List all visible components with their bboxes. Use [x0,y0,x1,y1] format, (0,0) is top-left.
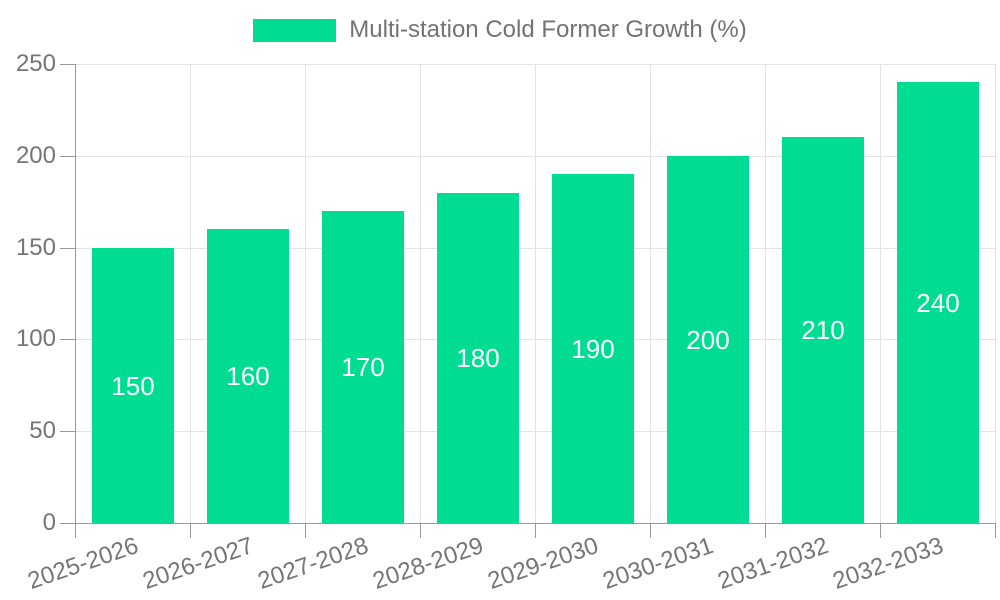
x-gridline [765,64,766,523]
y-axis-tick [60,339,75,340]
bar[interactable]: 200 [667,156,749,523]
legend-item[interactable]: Multi-station Cold Former Growth (%) [0,16,1000,44]
y-axis-line [75,64,76,523]
x-axis-tick [650,523,651,538]
y-axis-tick-label: 250 [15,50,56,77]
legend-swatch-icon [253,18,337,42]
x-gridline [190,64,191,523]
y-axis-tick [60,523,75,524]
x-axis-tick [995,523,996,538]
bar[interactable]: 240 [897,82,979,523]
bar[interactable]: 160 [207,229,289,523]
y-axis-tick-label: 100 [15,325,56,352]
y-axis-tick [60,64,75,65]
y-axis-tick [60,431,75,432]
x-axis-tick [420,523,421,538]
bar[interactable]: 210 [782,137,864,523]
bar[interactable]: 170 [322,211,404,523]
bar-value-label: 200 [686,325,730,355]
legend-label: Multi-station Cold Former Growth (%) [349,16,747,43]
x-gridline [650,64,651,523]
y-axis-tick-label: 150 [15,234,56,261]
bar-value-label: 170 [341,352,385,382]
x-axis-tick [765,523,766,538]
bar-value-label: 160 [226,361,270,391]
y-axis-tick-label: 0 [42,509,56,536]
bar-value-label: 150 [111,371,155,401]
x-gridline [535,64,536,523]
bar-value-label: 180 [456,343,500,373]
x-gridline [880,64,881,523]
bar[interactable]: 180 [437,193,519,523]
x-axis-tick [880,523,881,538]
x-axis-tick [535,523,536,538]
x-axis-tick [305,523,306,538]
y-axis-tick [60,156,75,157]
bar-value-label: 240 [916,288,960,318]
bar-value-label: 210 [801,315,845,345]
y-axis-tick-label: 200 [15,142,56,169]
x-gridline [420,64,421,523]
bar-value-label: 190 [571,334,615,364]
x-axis-line [75,523,995,524]
bar[interactable]: 190 [552,174,634,523]
bar[interactable]: 150 [92,248,174,523]
x-gridline [305,64,306,523]
x-gridline [995,64,996,523]
y-axis-tick [60,248,75,249]
x-axis-tick [190,523,191,538]
x-axis-tick [75,523,76,538]
y-axis-tick-label: 50 [29,417,56,444]
